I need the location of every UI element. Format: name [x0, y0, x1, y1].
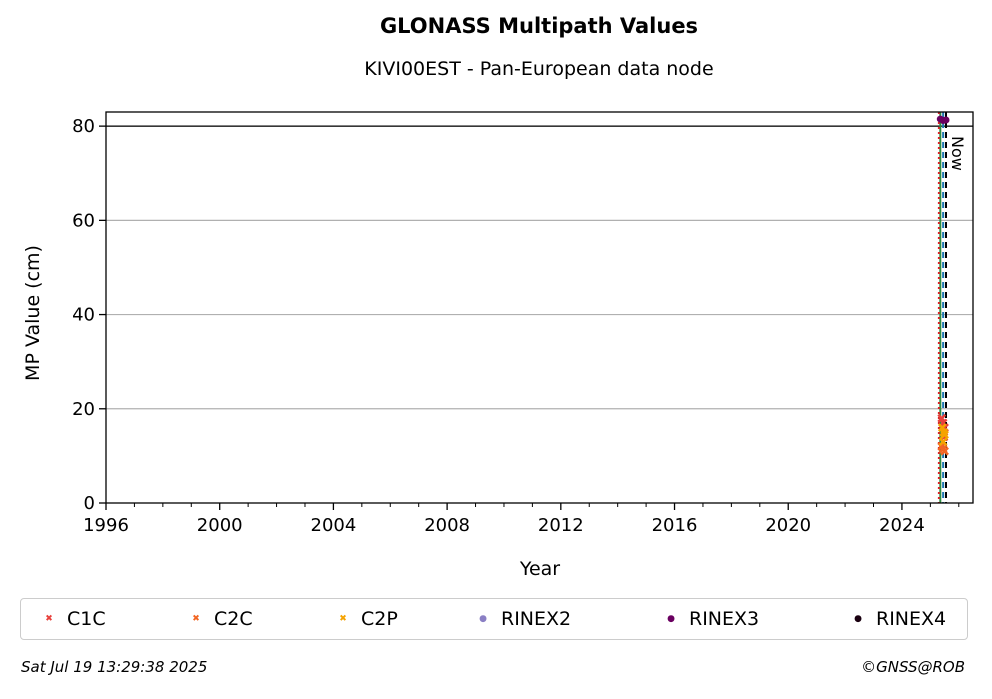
now-label: Now [948, 136, 967, 171]
plot-frame [105, 111, 974, 504]
x-tick-label: 2024 [879, 515, 925, 536]
legend-item-rinex3: ● RINEX3 [661, 607, 759, 631]
data-points-layer [936, 115, 950, 456]
legend-label: C2C [214, 608, 253, 630]
footer-timestamp: Sat Jul 19 13:29:38 2025 [21, 658, 208, 676]
legend-label: C1C [67, 608, 106, 630]
legend: ✖ C1C ✖ C2C ✖ C2P ● RINEX2 ● RINEX3 ● RINEX4 [20, 598, 968, 640]
x-tick-label: 1996 [83, 515, 129, 536]
x-axis-label: Year [519, 558, 560, 580]
data-point-c2p [938, 437, 948, 447]
y-tick-label: 60 [72, 210, 95, 231]
legend-label: RINEX2 [501, 608, 572, 630]
x-marker-stroke [940, 430, 949, 440]
y-tick-label: 40 [72, 305, 95, 326]
x-tick-label: 2016 [652, 515, 698, 536]
legend-item-c2c: ✖ C2C [186, 607, 253, 631]
legend-marker-icon: ● [854, 614, 862, 624]
chart-subtitle: KIVI00EST - Pan-European data node [364, 58, 714, 80]
x-marker-stroke [938, 437, 948, 447]
footer-copyright: ©GNSS@ROB [861, 658, 965, 676]
legend-label: C2P [361, 608, 398, 630]
y-tick-label: 80 [72, 116, 95, 137]
x-tick-label: 2000 [197, 515, 243, 536]
legend-marker-icon: ✖ [339, 614, 347, 624]
legend-label: RINEX3 [689, 608, 760, 630]
x-marker-stroke [940, 446, 949, 456]
legend-item-rinex4: ● RINEX4 [848, 607, 946, 631]
legend-item-rinex2: ● RINEX2 [473, 607, 571, 631]
x-tick-label: 2012 [538, 515, 584, 536]
y-tick-label: 0 [84, 493, 95, 514]
chart-canvas: 1996 2000 2004 2008 2012 2016 2020 2024 0 20 40 60… [22, 111, 974, 580]
data-point-c2c [940, 446, 949, 456]
legend-marker-icon: ✖ [192, 614, 200, 624]
legend-label: RINEX4 [876, 608, 947, 630]
legend-marker-icon: ● [667, 614, 675, 624]
y-tick-label: 20 [72, 399, 95, 420]
x-tick-label: 2004 [311, 515, 357, 536]
legend-item-c2p: ✖ C2P [333, 607, 398, 631]
y-axis-ticks: 0 20 40 60 80 [72, 116, 106, 514]
legend-item-c1c: ✖ C1C [39, 607, 106, 631]
legend-marker-icon: ✖ [45, 614, 53, 624]
x-tick-label: 2008 [424, 515, 470, 536]
grid-layer [106, 125, 973, 410]
y-axis-label: MP Value (cm) [22, 245, 44, 381]
x-axis-ticks: 1996 2000 2004 2008 2012 2016 2020 2024 [83, 503, 960, 536]
chart-title: GLONASS Multipath Values [379, 14, 699, 38]
legend-marker-icon: ● [479, 614, 487, 624]
x-tick-label: 2020 [765, 515, 811, 536]
data-point-c2p [940, 430, 949, 440]
data-point-rinex3 [942, 116, 950, 124]
